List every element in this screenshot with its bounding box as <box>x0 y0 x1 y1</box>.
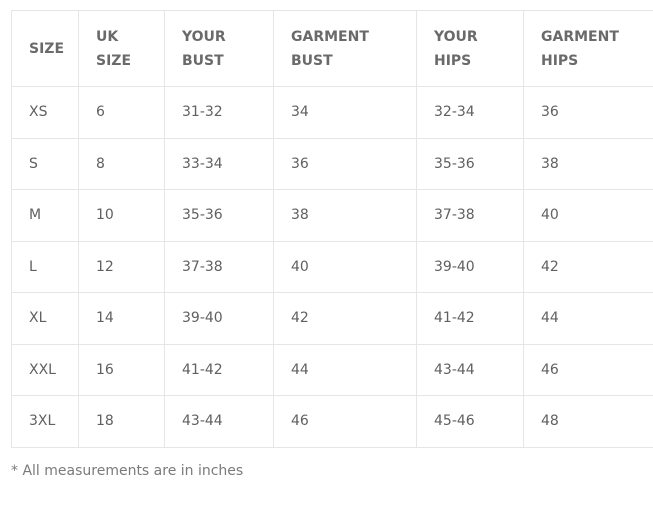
table-row: 3XL 18 43-44 46 45-46 48 <box>11 395 653 448</box>
table-cell: 45-46 <box>416 395 524 448</box>
table-cell: 42 <box>273 292 417 345</box>
table-row: XXL 16 41-42 44 43-44 46 <box>11 343 653 396</box>
table-cell: 6 <box>78 86 165 139</box>
table-cell: 36 <box>273 137 417 190</box>
table-cell: 16 <box>78 343 165 396</box>
header-cell: YOUR HIPS <box>416 10 524 87</box>
table-cell: 35-36 <box>164 189 274 242</box>
table-cell: 14 <box>78 292 165 345</box>
table-cell: 18 <box>78 395 165 448</box>
size-table-wrap: SIZE UK SIZE YOUR BUST GARMENT BUST YOUR HIP… <box>11 10 653 448</box>
table-cell: 37-38 <box>416 189 524 242</box>
table-cell: 33-34 <box>164 137 274 190</box>
table-cell: 42 <box>523 240 653 293</box>
table-cell: S <box>11 137 79 190</box>
table-cell: 12 <box>78 240 165 293</box>
table-cell: 43-44 <box>416 343 524 396</box>
table-cell: 35-36 <box>416 137 524 190</box>
header-text: YOUR BUST <box>182 28 226 69</box>
table-cell: L <box>11 240 79 293</box>
table-cell: 38 <box>273 189 417 242</box>
table-cell: 36 <box>523 86 653 139</box>
table-row: S 8 33-34 36 35-36 38 <box>11 137 653 190</box>
table-cell: 40 <box>523 189 653 242</box>
table-body: XS 6 31-32 34 32-34 36 S 8 33-34 36 35-36 38 M 10 35-3… <box>11 86 653 448</box>
table-cell: M <box>11 189 79 242</box>
table-cell: 48 <box>523 395 653 448</box>
table-row: M 10 35-36 38 37-38 40 <box>11 189 653 242</box>
header-cell: GARMENT HIPS <box>523 10 653 87</box>
header-row: SIZE UK SIZE YOUR BUST GARMENT BUST YOUR HIP… <box>11 10 653 87</box>
header-cell: YOUR BUST <box>164 10 274 87</box>
table-cell: XL <box>11 292 79 345</box>
table-row: XS 6 31-32 34 32-34 36 <box>11 86 653 139</box>
size-table: SIZE UK SIZE YOUR BUST GARMENT BUST YOUR HIP… <box>11 10 653 448</box>
table-cell: 41-42 <box>416 292 524 345</box>
table-cell: 43-44 <box>164 395 274 448</box>
table-cell: XS <box>11 86 79 139</box>
table-cell: 3XL <box>11 395 79 448</box>
header-text: UK SIZE <box>96 28 132 69</box>
table-cell: 8 <box>78 137 165 190</box>
table-cell: 38 <box>523 137 653 190</box>
table-cell: 39-40 <box>164 292 274 345</box>
table-cell: 32-34 <box>416 86 524 139</box>
footnote: * All measurements are in inches <box>11 463 244 479</box>
table-cell: 46 <box>273 395 417 448</box>
table-cell: 46 <box>523 343 653 396</box>
header-text: GARMENT BUST <box>291 28 369 69</box>
table-cell: XXL <box>11 343 79 396</box>
table-cell: 10 <box>78 189 165 242</box>
table-row: L 12 37-38 40 39-40 42 <box>11 240 653 293</box>
table-cell: 41-42 <box>164 343 274 396</box>
header-text: SIZE <box>29 40 65 57</box>
header-text: GARMENT HIPS <box>541 28 619 69</box>
table-row: XL 14 39-40 42 41-42 44 <box>11 292 653 345</box>
table-cell: 31-32 <box>164 86 274 139</box>
table-cell: 44 <box>523 292 653 345</box>
header-cell: UK SIZE <box>78 10 165 87</box>
table-cell: 40 <box>273 240 417 293</box>
table-cell: 37-38 <box>164 240 274 293</box>
table-cell: 34 <box>273 86 417 139</box>
table-cell: 44 <box>273 343 417 396</box>
header-text: YOUR HIPS <box>434 28 478 69</box>
table-cell: 39-40 <box>416 240 524 293</box>
header-cell: SIZE <box>11 10 79 87</box>
header-cell: GARMENT BUST <box>273 10 417 87</box>
